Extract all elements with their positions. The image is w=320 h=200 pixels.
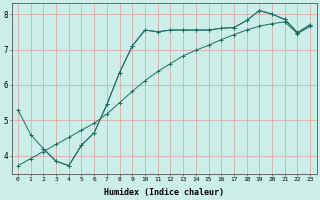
- X-axis label: Humidex (Indice chaleur): Humidex (Indice chaleur): [104, 188, 224, 197]
